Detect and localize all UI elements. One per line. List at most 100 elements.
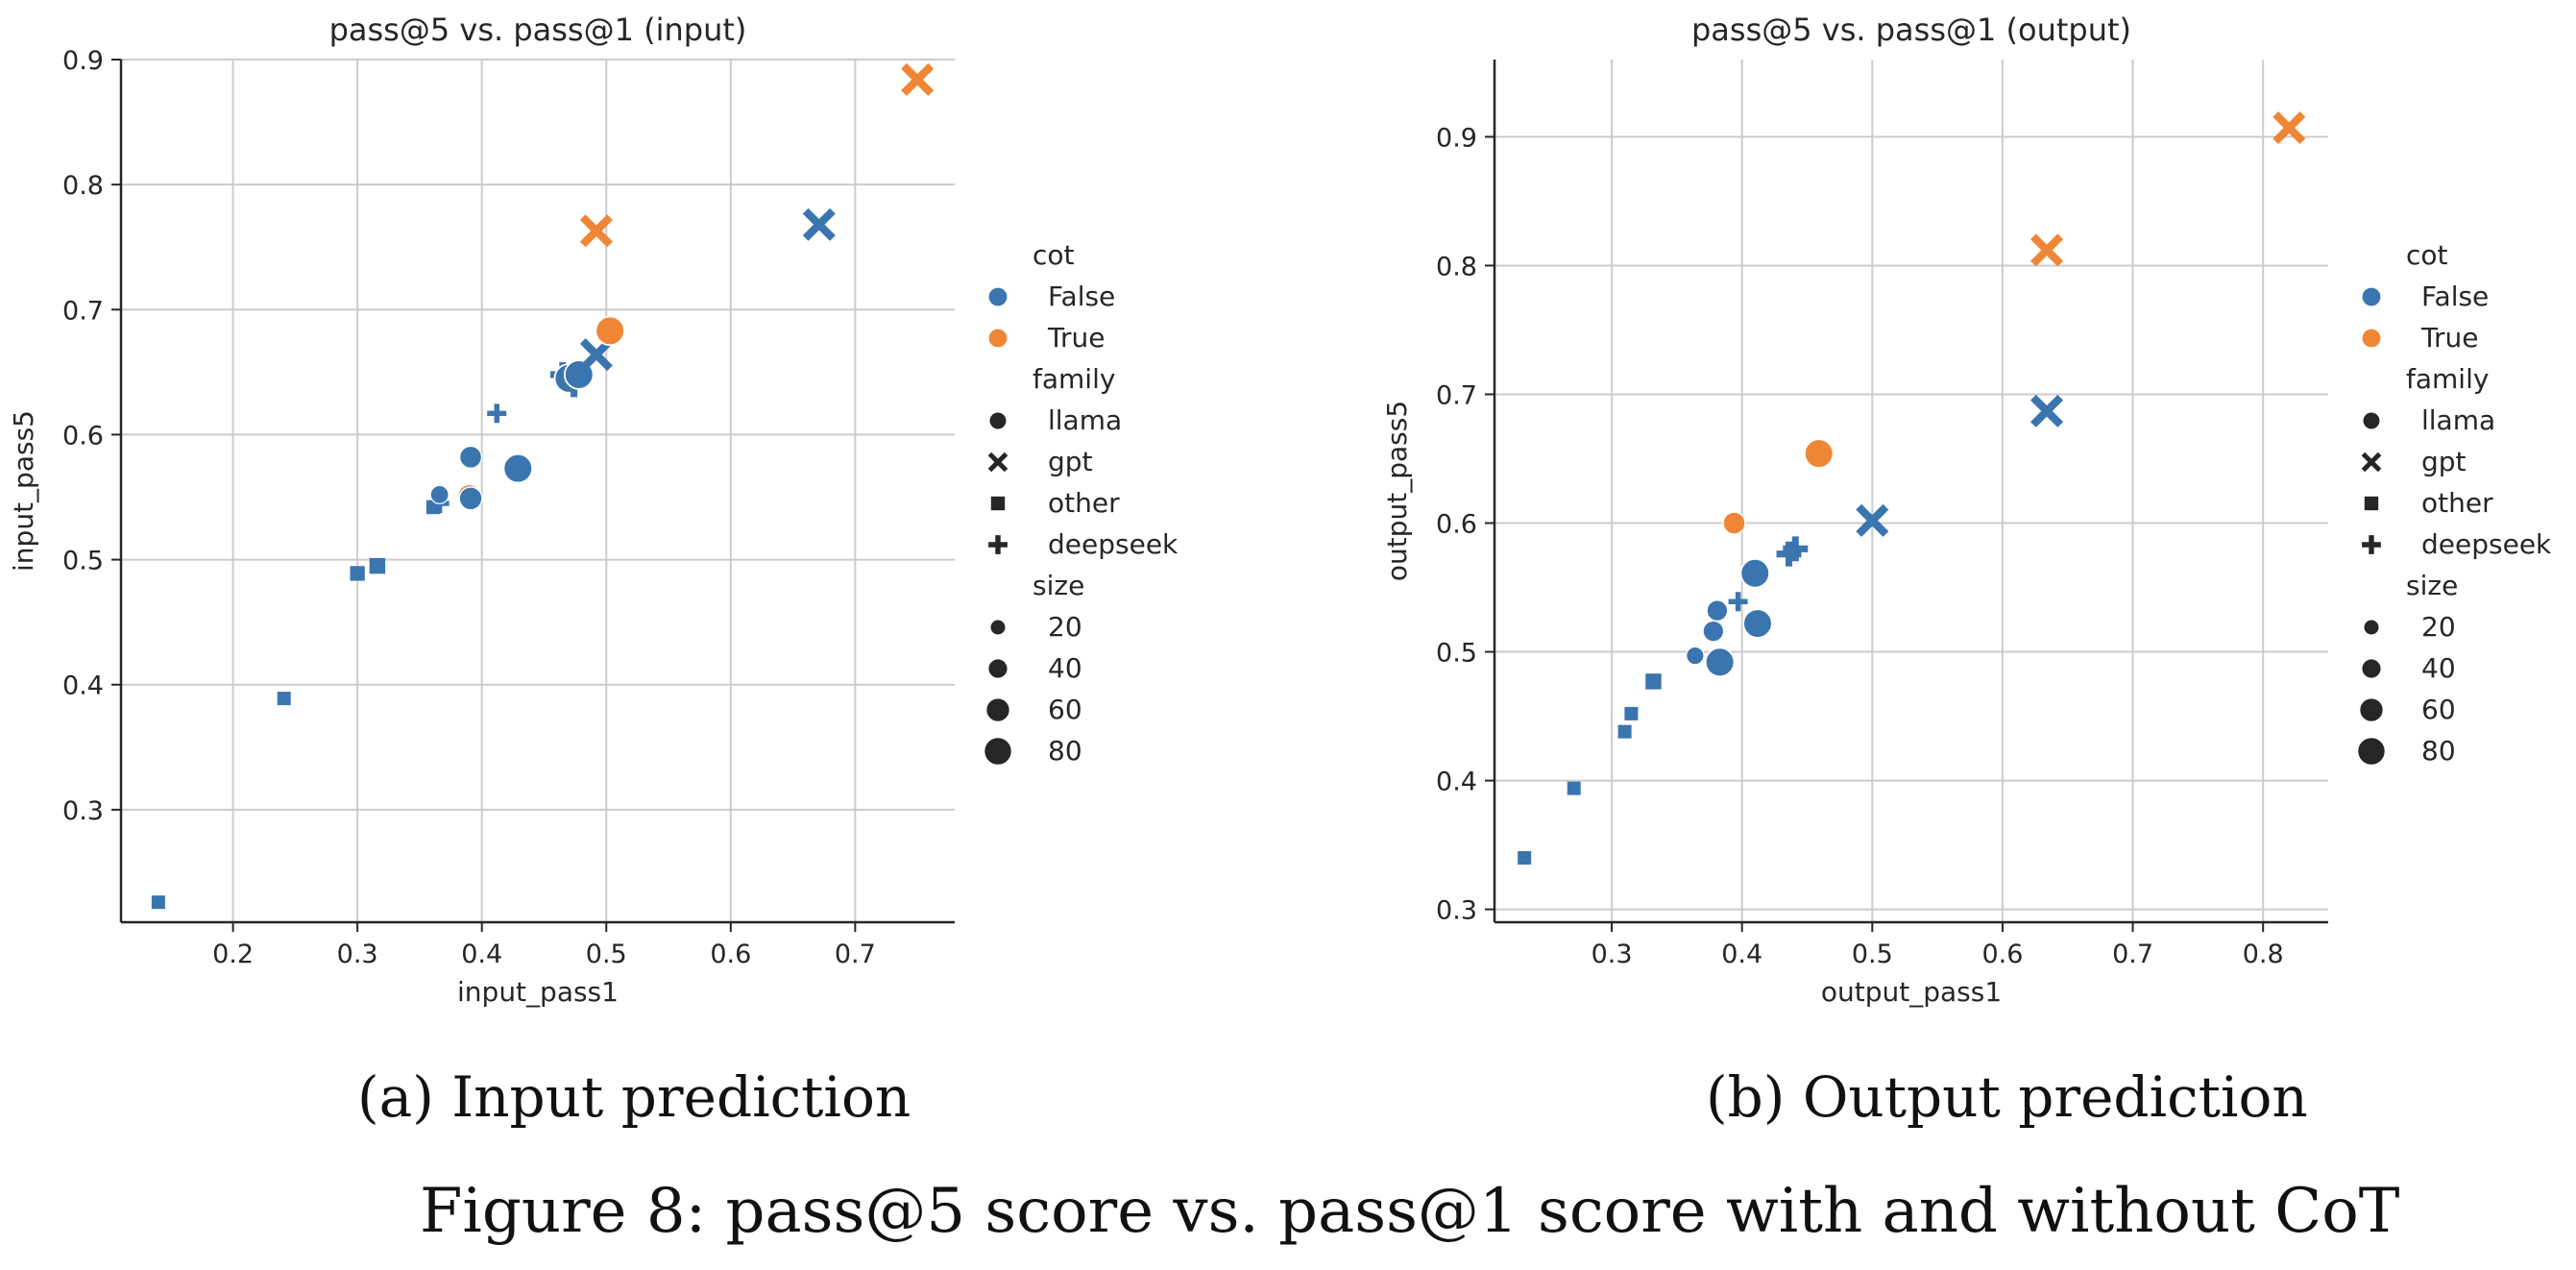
y-tick-label: 0.9 (62, 46, 104, 76)
legend-marker (2356, 736, 2387, 767)
data-point (579, 338, 613, 372)
data-point (1617, 724, 1632, 739)
data-point (429, 484, 450, 504)
y-tick-label: 0.7 (1436, 380, 1477, 410)
legend-label: True (1047, 322, 1105, 354)
legend-label: 20 (2421, 611, 2456, 643)
legend-marker (990, 496, 1006, 511)
data-point (1728, 592, 1748, 612)
x-tick-label: 0.3 (337, 940, 378, 969)
legend-marker (2362, 535, 2381, 554)
data-point (1706, 599, 1729, 623)
legend-marker (987, 658, 1009, 679)
data-point (369, 557, 386, 574)
legend-title: cot (2406, 239, 2448, 271)
legend-label: 80 (1048, 735, 1082, 767)
y-tick-label: 0.3 (1436, 896, 1477, 926)
legend-label: 80 (2421, 735, 2456, 767)
data-point (1704, 647, 1736, 678)
x-tick-label: 0.8 (2243, 940, 2284, 969)
legend-label: False (2421, 281, 2489, 312)
data-point (1783, 536, 1809, 562)
legend-marker (987, 452, 1009, 473)
legend-marker (2358, 696, 2385, 723)
legend-marker (987, 286, 1009, 307)
x-tick-label: 0.6 (1981, 940, 2023, 969)
y-tick-label: 0.8 (62, 171, 104, 201)
y-tick-label: 0.4 (62, 672, 104, 701)
y-tick-label: 0.6 (62, 421, 104, 451)
x-tick-label: 0.7 (835, 940, 876, 969)
subcaption-a: (a) Input prediction (357, 1064, 911, 1130)
data-point (1742, 608, 1773, 639)
legend-label: True (2420, 322, 2478, 354)
data-point (1722, 511, 1746, 535)
x-tick-label: 0.4 (461, 940, 502, 969)
x-tick-label: 0.3 (1592, 940, 1633, 969)
legend-label: other (2421, 487, 2493, 519)
legend: cot False True family llama gpt other deepseek s… (983, 239, 1179, 767)
data-point (277, 692, 291, 706)
legend-label: deepseek (2421, 528, 2552, 560)
legend-marker (987, 328, 1009, 349)
legend-label: 40 (1048, 652, 1082, 684)
legend-label: llama (1048, 404, 1122, 436)
y-tick-label: 0.6 (1436, 510, 1477, 540)
data-point (579, 214, 613, 248)
y-tick-label: 0.5 (1436, 639, 1477, 669)
chart-title: pass@5 vs. pass@1 (input) (329, 12, 747, 48)
data-point (502, 452, 534, 484)
legend-marker (983, 736, 1013, 767)
legend-label: deepseek (1048, 528, 1179, 560)
legend: cot False True family llama gpt other deepseek s… (2356, 239, 2552, 767)
x-axis-label: input_pass1 (457, 976, 619, 1008)
data-point (595, 315, 625, 347)
y-tick-label: 0.7 (62, 296, 104, 326)
legend-label: 60 (1048, 694, 1082, 725)
chart-title: pass@5 vs. pass@1 (output) (1691, 12, 2131, 48)
data-point (458, 486, 483, 511)
legend-label: llama (2421, 404, 2495, 436)
legend-marker (989, 619, 1007, 636)
x-tick-label: 0.2 (212, 940, 254, 969)
x-tick-label: 0.5 (586, 940, 627, 969)
y-tick-label: 0.8 (1436, 252, 1477, 281)
legend-label: gpt (2421, 446, 2467, 477)
chart-panel-2: 0.3 0.4 0.5 0.6 0.7 0.8 0.3 0.4 0.5 0.6 0.7 0.8 0.9 p… (1381, 12, 2552, 1008)
data-point (1645, 673, 1662, 690)
data-point (1624, 706, 1639, 720)
data-point (2030, 233, 2064, 267)
legend-title: size (1033, 570, 1084, 601)
x-tick-label: 0.5 (1852, 940, 1893, 969)
legend-marker (2362, 411, 2381, 430)
legend-title: family (1033, 363, 1115, 395)
data-point (1686, 646, 1705, 666)
legend-marker (984, 696, 1011, 723)
data-point (151, 895, 165, 910)
chart-panel-1: 0.2 0.3 0.4 0.5 0.6 0.7 0.3 0.4 0.5 0.6 0.7 0.8 0.9 p… (8, 12, 1179, 1008)
legend-marker (2361, 658, 2382, 679)
legend-marker (2364, 496, 2379, 511)
legend-marker (2361, 452, 2382, 473)
legend-title: size (2406, 570, 2458, 601)
legend-label: False (1048, 281, 1115, 312)
y-axis-label: input_pass5 (8, 410, 39, 572)
y-tick-label: 0.5 (62, 547, 104, 576)
data-point (901, 62, 935, 96)
legend-marker (2361, 286, 2382, 307)
data-point (1518, 850, 1532, 865)
y-tick-label: 0.3 (62, 796, 104, 826)
y-tick-label: 0.4 (1436, 768, 1477, 797)
legend-label: 20 (1048, 611, 1082, 643)
legend-marker (2361, 328, 2382, 349)
data-point (802, 208, 836, 241)
legend-label: 40 (2421, 652, 2456, 684)
y-tick-label: 0.9 (1436, 123, 1477, 153)
figure-caption: Figure 8: pass@5 score vs. pass@1 score … (420, 1176, 2400, 1247)
data-point (2030, 394, 2064, 427)
data-point (1702, 620, 1725, 643)
data-point (1803, 438, 1835, 469)
x-tick-label: 0.7 (2112, 940, 2153, 969)
data-point (1739, 558, 1771, 589)
